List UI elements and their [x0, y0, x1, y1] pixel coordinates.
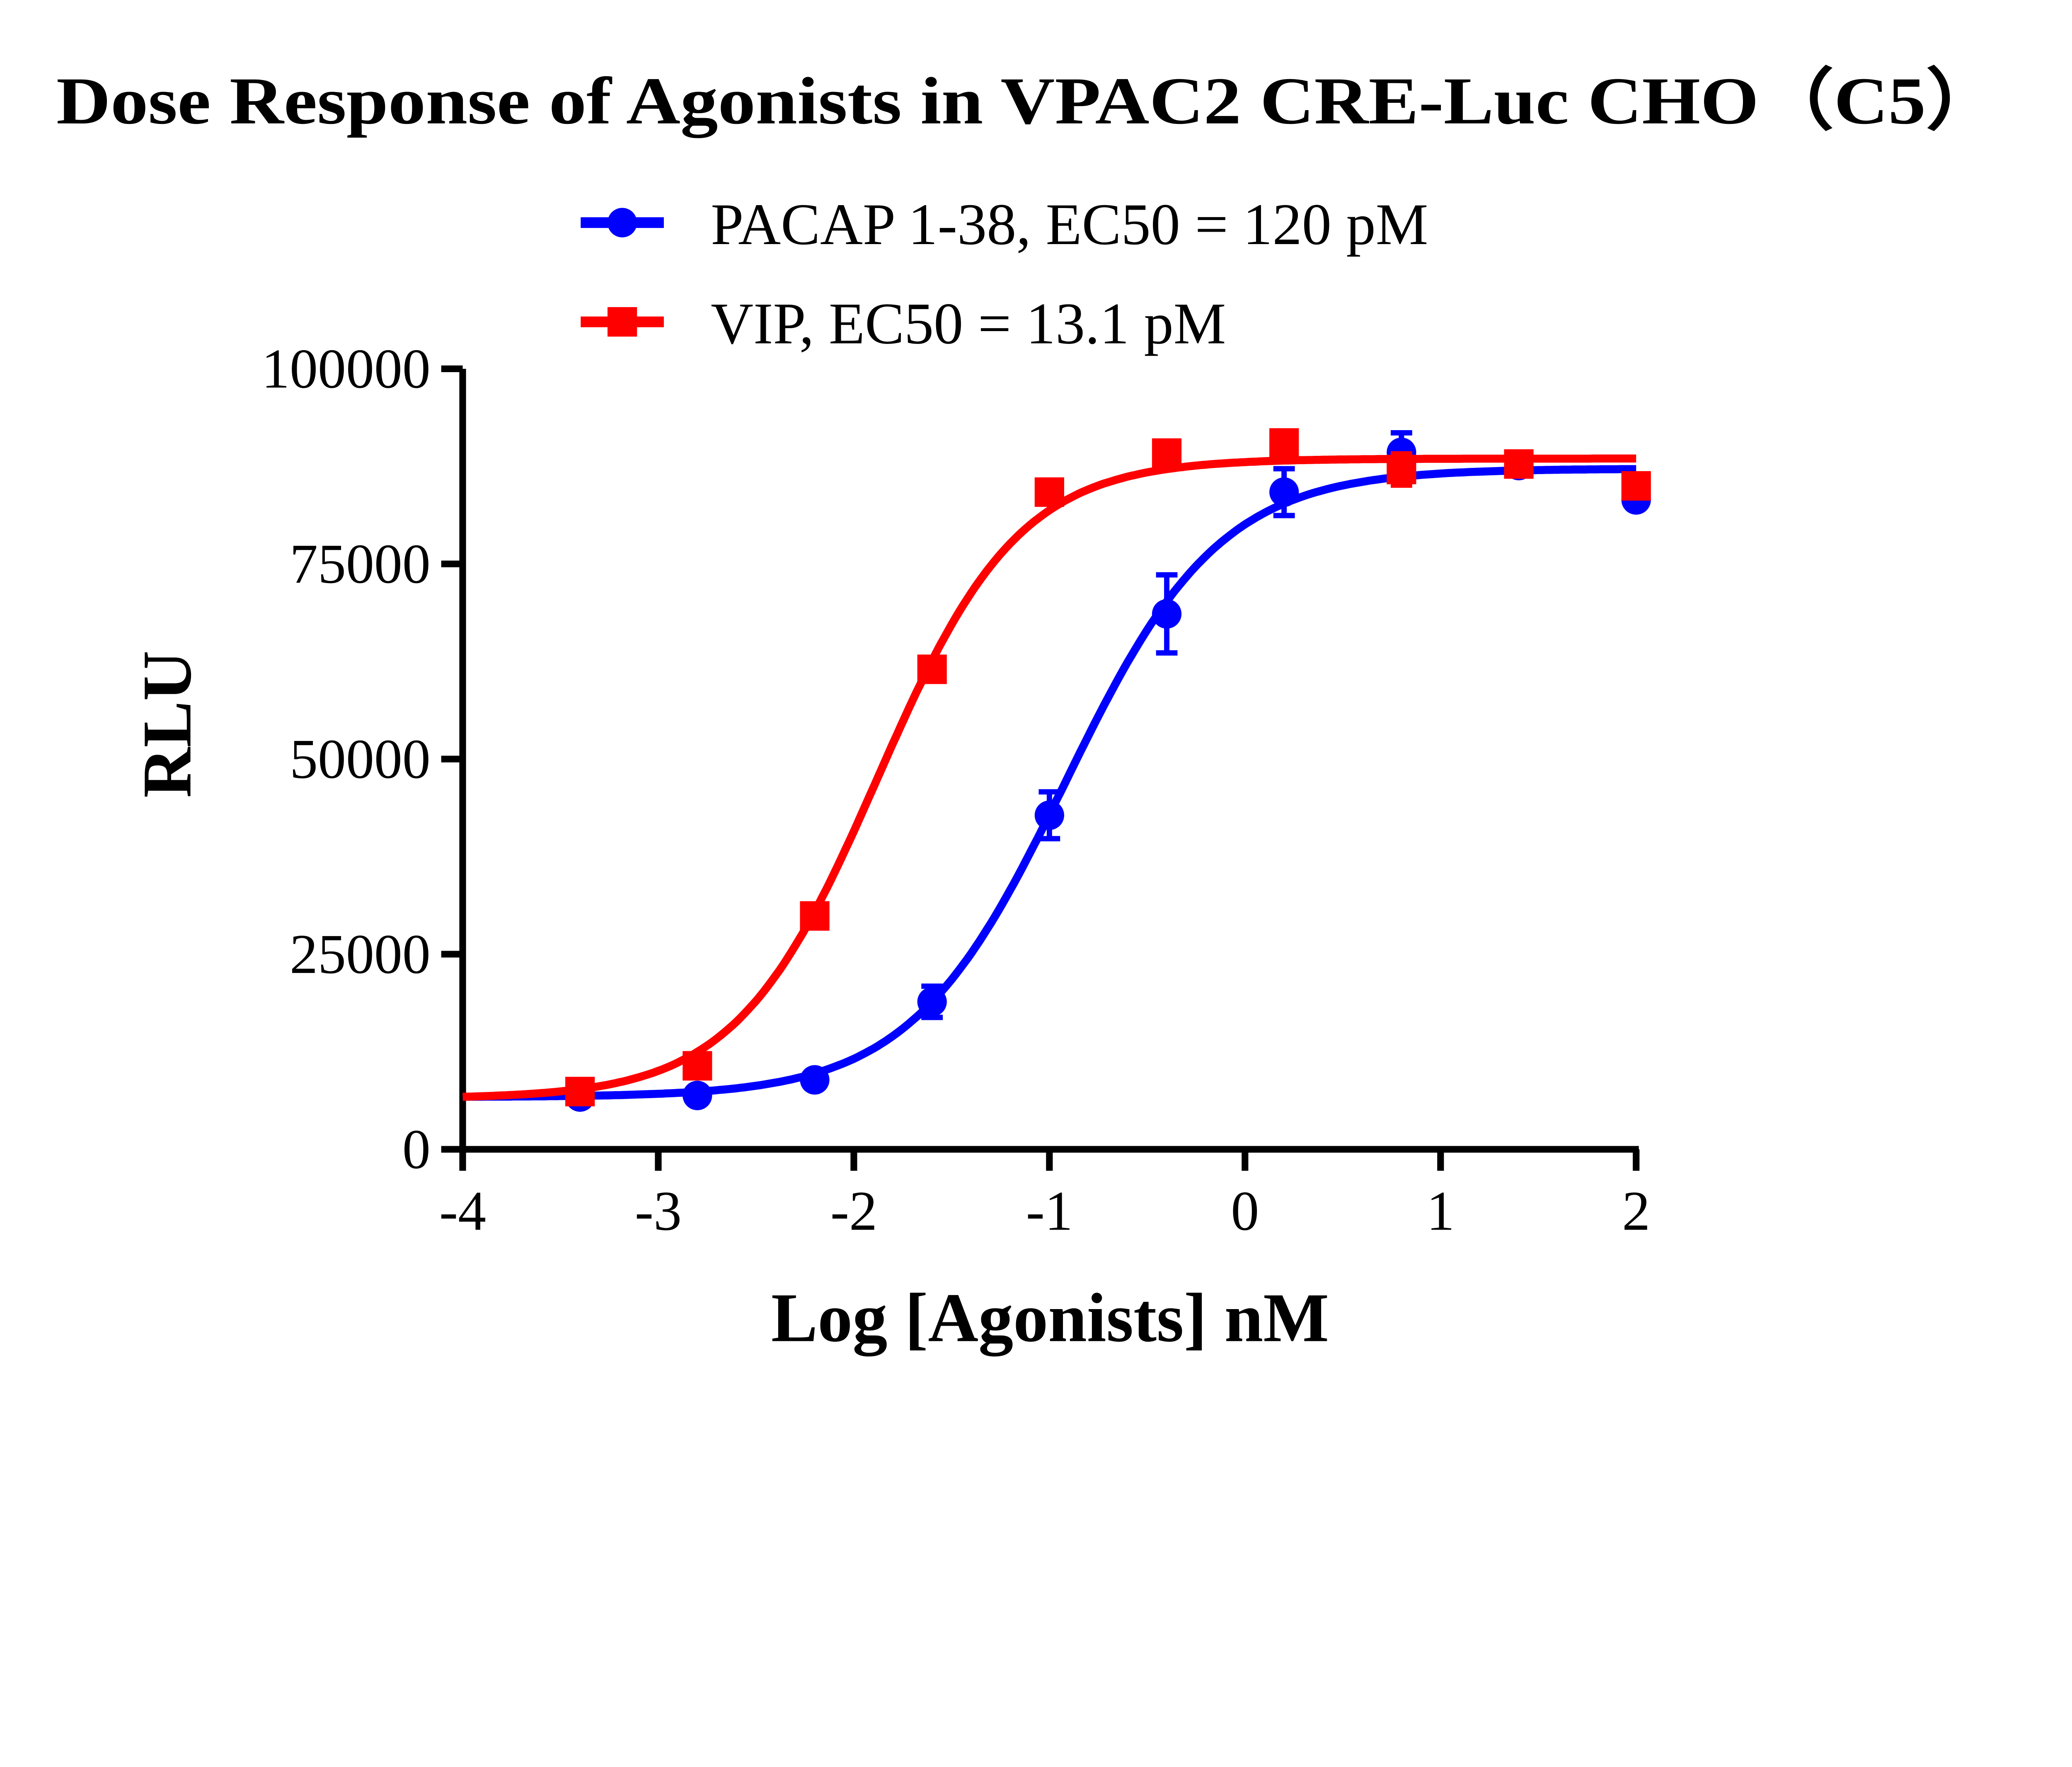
fit-curves [462, 454, 1636, 1101]
data-points [565, 428, 1651, 1112]
marker-circle [683, 1080, 712, 1111]
marker-circle [800, 1065, 830, 1095]
marker-square [683, 1051, 712, 1081]
y-tick-label: 0 [402, 1118, 431, 1181]
data-point [917, 654, 947, 684]
data-point [1152, 572, 1182, 656]
data-point [1387, 451, 1416, 488]
marker-square [800, 901, 830, 931]
x-tick-label: 0 [1231, 1180, 1259, 1242]
marker-square [1034, 477, 1064, 507]
legend-item-vip: VIP, EC50 = 13.1 pM [581, 290, 1226, 356]
legend: PACAP 1-38, EC50 = 120 pM VIP, EC50 = 13… [581, 191, 1428, 356]
x-tick-label: -1 [1026, 1180, 1073, 1242]
dose-response-chart: Dose Response of Agonists in VPAC2 CRE-L… [56, 64, 2001, 1357]
data-point [800, 1065, 830, 1095]
data-point [1269, 466, 1299, 518]
x-tick-label: -3 [635, 1180, 682, 1242]
fit-curve-vip [462, 454, 1636, 1101]
x-axis-label: Log [Agonists] nM [771, 1279, 1329, 1356]
x-tick-label: 1 [1426, 1180, 1455, 1242]
x-tick-label: -2 [830, 1180, 877, 1242]
data-point [565, 1077, 595, 1106]
y-axis-label: RLU [129, 651, 206, 798]
data-point [1504, 449, 1534, 479]
fit-curve-pacap [462, 465, 1636, 1101]
y-tick-label: 50000 [290, 728, 431, 790]
data-point [917, 983, 947, 1020]
marker-square [565, 1077, 595, 1106]
marker-square [1387, 455, 1416, 484]
legend-marker-square [608, 307, 637, 337]
marker-circle [1269, 477, 1299, 507]
y-tick-label: 25000 [290, 923, 431, 985]
y-tick-label: 100000 [261, 338, 431, 400]
marker-square [917, 654, 947, 684]
data-point [800, 901, 830, 931]
x-tick-label: 2 [1622, 1180, 1650, 1242]
marker-square [1621, 471, 1651, 501]
legend-marker-circle [608, 208, 637, 237]
marker-square [1269, 428, 1299, 458]
x-tick-label: -4 [439, 1180, 486, 1242]
data-point [1034, 789, 1064, 842]
marker-circle [1034, 800, 1064, 830]
legend-item-pacap: PACAP 1-38, EC50 = 120 pM [581, 191, 1428, 257]
data-point [1152, 438, 1182, 468]
chart-title: Dose Response of Agonists in VPAC2 CRE-L… [56, 64, 2001, 138]
y-tick-label: 75000 [290, 533, 431, 595]
marker-circle [1152, 599, 1182, 629]
data-point [1269, 428, 1299, 458]
axes: -4 -3 -2 -1 0 1 2 0 25000 50000 75000 100000 [261, 338, 1650, 1242]
legend-label: VIP, EC50 = 13.1 pM [711, 290, 1226, 356]
data-point [1621, 471, 1651, 501]
data-point [1034, 477, 1064, 507]
marker-square [1152, 438, 1182, 468]
marker-square [1504, 449, 1534, 479]
data-point [683, 1051, 712, 1081]
legend-label: PACAP 1-38, EC50 = 120 pM [711, 191, 1428, 257]
data-point [683, 1080, 712, 1111]
marker-circle [917, 987, 947, 1017]
